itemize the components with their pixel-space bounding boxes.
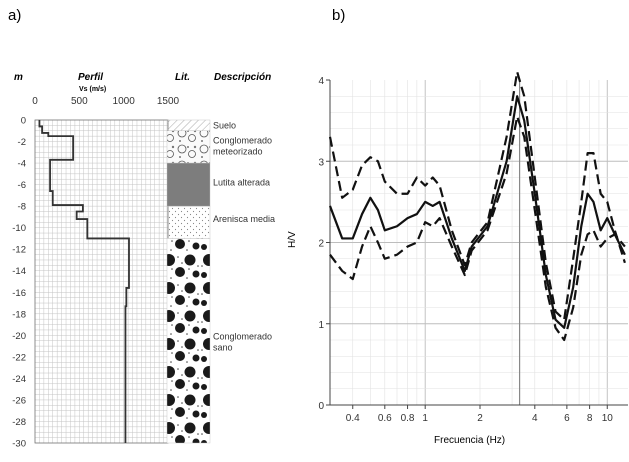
- vs-profile-series: [38, 120, 130, 443]
- profile-y-tick-label: -4: [18, 159, 26, 170]
- profile-y-tick-label: 0: [21, 116, 26, 127]
- profile-y-tick-label: -28: [12, 417, 26, 428]
- hv-x-tick-label: 2: [477, 413, 483, 424]
- hv-std-dashed-curve: [328, 70, 626, 321]
- description-text: sano: [213, 342, 233, 352]
- hv-x-tick-label: 0.6: [378, 413, 392, 424]
- profile-y-tick-label: -22: [12, 352, 26, 363]
- hv-x-tick-label: 0.4: [346, 413, 360, 424]
- profile-header: Perfil: [78, 72, 103, 83]
- profile-y-tick-label: -2: [18, 137, 26, 148]
- description-text: Conglomerado: [213, 135, 272, 145]
- profile-grid: [34, 119, 169, 444]
- description-text: Lutita alterada: [213, 177, 270, 187]
- hv-x-tick-label: 6: [564, 413, 570, 424]
- lithology-layer-gray: [166, 162, 211, 207]
- vs-header: Vs (m/s): [79, 86, 106, 93]
- profile-x-tick-label: 0: [32, 96, 38, 107]
- hv-x-tick-label: 10: [602, 413, 614, 424]
- hv-xlabel: Frecuencia (Hz): [434, 435, 505, 446]
- hv-x-tick-label: 4: [532, 413, 538, 424]
- lithology-layer-hatch: [166, 119, 211, 131]
- profile-y-tick-label: -8: [18, 202, 26, 213]
- hv-curves: [328, 70, 626, 342]
- lithology-layer-conglomerate: [166, 238, 211, 444]
- hv-y-tick-label: 2: [318, 239, 324, 250]
- profile-y-tick-label: -20: [12, 331, 26, 342]
- lithology-layer-gravel: [166, 130, 211, 164]
- hv-x-tick-label: 0.8: [401, 413, 415, 424]
- panel-a-label: a): [8, 7, 21, 24]
- profile-y-tick-label: -6: [18, 180, 26, 191]
- profile-axes: 0 500 1000 1500 0 -2 -4 -6 -8 -10 -12 -14 -16 -18 -20 -…: [12, 96, 179, 450]
- profile-y-tick-label: -24: [12, 374, 26, 385]
- description-text: meteorizado: [213, 146, 263, 156]
- hv-grid: [329, 80, 628, 405]
- hv-y-tick-label: 0: [318, 401, 324, 412]
- profile-y-tick-label: -10: [12, 223, 26, 234]
- profile-y-tick-label: -14: [12, 266, 26, 277]
- vs-profile-line: [38, 120, 130, 443]
- panel-b-label: b): [332, 7, 345, 24]
- profile-x-tick-label: 500: [71, 96, 88, 107]
- profile-y-tick-label: -30: [12, 439, 26, 450]
- profile-x-tick-label: 1000: [113, 96, 136, 107]
- profile-y-tick-label: -26: [12, 395, 26, 406]
- depth-header: m: [14, 72, 23, 83]
- profile-y-tick-label: -18: [12, 309, 26, 320]
- hv-x-tick-label: 8: [587, 413, 593, 424]
- description-text: Arenisca media: [213, 214, 275, 224]
- hv-axes: 0 1 2 3 4 0.4 0.6 0.8 1 2 4 6 8 10: [318, 76, 628, 424]
- profile-x-tick-label: 1500: [157, 96, 180, 107]
- hv-x-tick-label: 1: [422, 413, 428, 424]
- hv-std-dashed-curve: [329, 115, 626, 342]
- hv-y-tick-label: 4: [318, 76, 324, 87]
- hv-ylabel: H/V: [287, 231, 298, 248]
- description-text: Conglomerado: [213, 331, 272, 341]
- hv-y-tick-label: 3: [318, 157, 324, 168]
- lithology-layer-dots: [166, 205, 211, 239]
- profile-y-tick-label: -16: [12, 288, 26, 299]
- lithology-header: Lit.: [175, 72, 190, 83]
- description-text: Suelo: [213, 120, 236, 130]
- lithology-column: [166, 119, 211, 444]
- hv-y-tick-label: 1: [318, 320, 324, 331]
- profile-y-tick-label: -12: [12, 245, 26, 256]
- description-header: Descripción: [214, 72, 271, 83]
- hv-mean-curve: [328, 95, 626, 329]
